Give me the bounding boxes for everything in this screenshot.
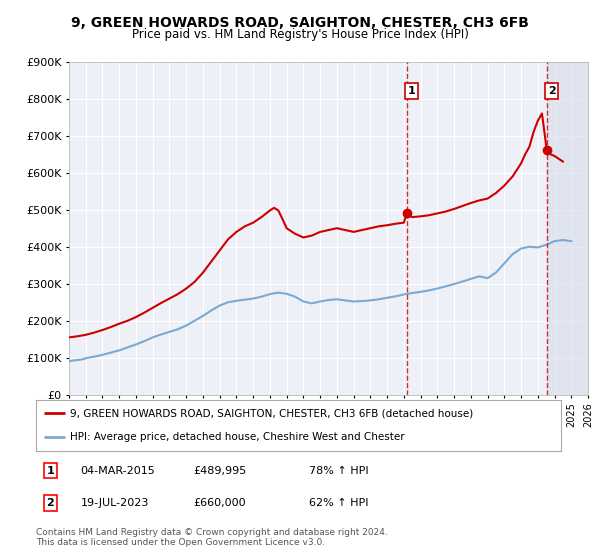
- Text: 2: 2: [548, 86, 556, 96]
- Text: Contains HM Land Registry data © Crown copyright and database right 2024.
This d: Contains HM Land Registry data © Crown c…: [36, 528, 388, 547]
- Text: Price paid vs. HM Land Registry's House Price Index (HPI): Price paid vs. HM Land Registry's House …: [131, 28, 469, 41]
- Text: 78% ↑ HPI: 78% ↑ HPI: [309, 465, 368, 475]
- Text: 62% ↑ HPI: 62% ↑ HPI: [309, 498, 368, 508]
- Text: 04-MAR-2015: 04-MAR-2015: [80, 465, 155, 475]
- Text: 19-JUL-2023: 19-JUL-2023: [80, 498, 149, 508]
- Text: 1: 1: [46, 465, 54, 475]
- Bar: [547, 62, 588, 395]
- Text: £660,000: £660,000: [193, 498, 246, 508]
- Text: 9, GREEN HOWARDS ROAD, SAIGHTON, CHESTER, CH3 6FB (detached house): 9, GREEN HOWARDS ROAD, SAIGHTON, CHESTER…: [70, 408, 473, 418]
- Text: £489,995: £489,995: [193, 465, 247, 475]
- Text: 2: 2: [46, 498, 54, 508]
- Text: HPI: Average price, detached house, Cheshire West and Chester: HPI: Average price, detached house, Ches…: [70, 432, 405, 442]
- Text: 1: 1: [408, 86, 416, 96]
- Text: 9, GREEN HOWARDS ROAD, SAIGHTON, CHESTER, CH3 6FB: 9, GREEN HOWARDS ROAD, SAIGHTON, CHESTER…: [71, 16, 529, 30]
